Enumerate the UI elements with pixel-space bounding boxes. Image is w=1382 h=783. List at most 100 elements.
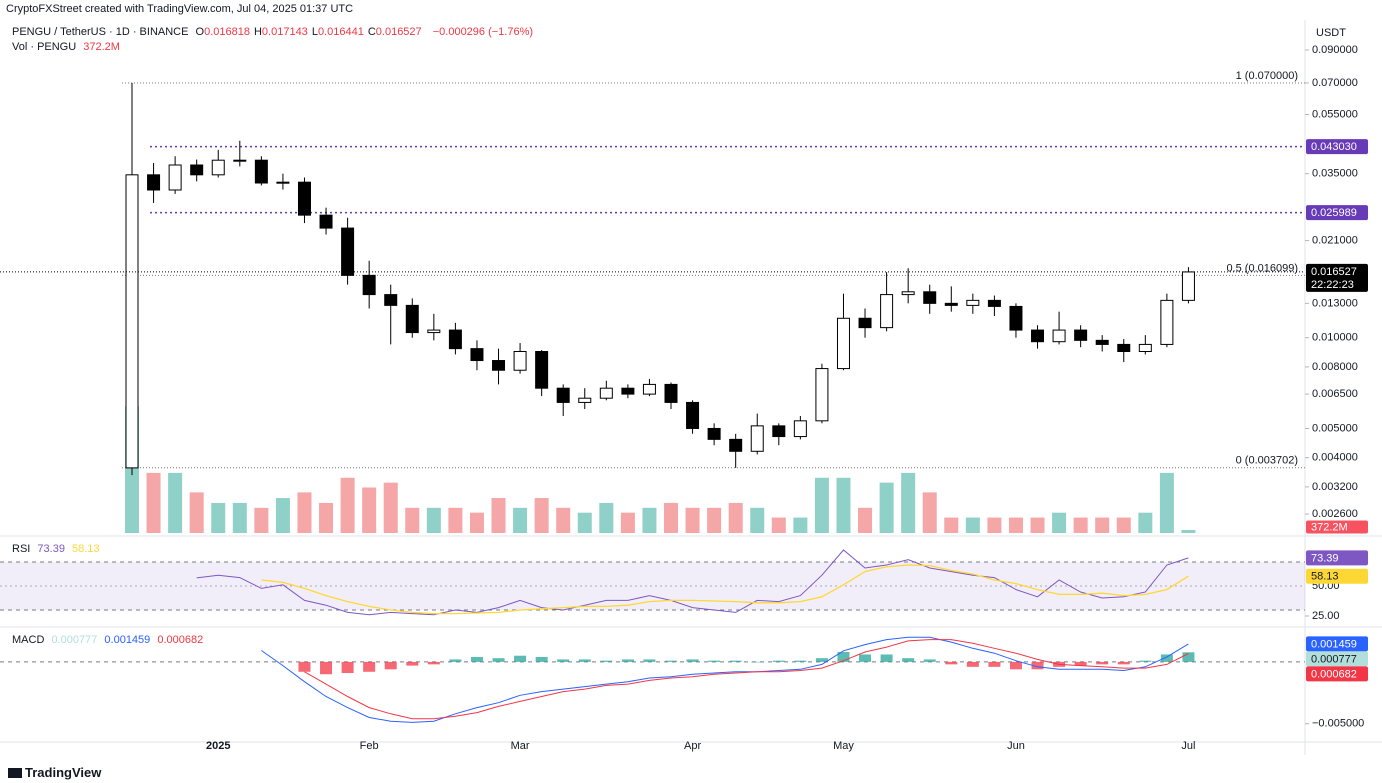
y-tick-label: 0.070000 (1312, 77, 1358, 89)
volume-bar (901, 472, 916, 533)
candle-body (772, 425, 786, 438)
y-tick-label: −0.005000 (1312, 718, 1364, 730)
macd-histogram-bar (514, 655, 527, 662)
macd-value-label-box (1306, 651, 1368, 667)
volume-bar (642, 507, 657, 533)
volume-bar (814, 477, 829, 533)
candle-body (966, 299, 980, 306)
fib-label: 0 (0.003702) (1236, 455, 1298, 467)
rsi-value: 73.39 (37, 543, 65, 555)
volume-bar (771, 517, 786, 533)
macd-histogram-bar (384, 661, 397, 670)
macd-value-label: 0.000682 (1311, 668, 1357, 680)
candle-body (254, 159, 268, 184)
volume-bar (577, 512, 592, 533)
candle-body (319, 214, 333, 229)
macd-histogram-bar (945, 661, 958, 665)
symbol: PENGU / TetherUS · 1D · BINANCE (12, 26, 189, 38)
volume-bar (232, 502, 247, 533)
volume-bar (620, 512, 635, 533)
macd-histogram-bar (341, 661, 354, 674)
macd-histogram-bar (1182, 652, 1195, 662)
macd-value: 0.001459 (104, 634, 151, 646)
y-tick-label: 0.004000 (1312, 452, 1358, 464)
volume-bar (362, 487, 377, 533)
ohlc-key: C (367, 26, 376, 38)
y-tick-label: 0.021000 (1312, 234, 1358, 246)
change: −0.000296 (−1.76%) (432, 26, 534, 38)
rsi-value-label: 73.39 (1311, 552, 1339, 564)
candle-body (944, 302, 958, 306)
macd-histogram-bar (621, 659, 634, 662)
rsi-value-label-box (1306, 550, 1368, 566)
macd-histogram-bar (1031, 661, 1044, 670)
volume-bar (297, 492, 312, 533)
macd-value-label: 0.000777 (1311, 653, 1357, 665)
candle-body (362, 274, 376, 296)
macd-histogram-bar (966, 661, 979, 667)
volume-bar (319, 502, 334, 533)
last-price-box (1306, 263, 1368, 292)
candle-body (125, 174, 139, 469)
volume-name: Vol · PENGU (12, 41, 77, 53)
volume-bar (254, 507, 269, 533)
macd-histogram-bar (923, 659, 936, 662)
macd-histogram-bar (406, 661, 419, 666)
candle-body (1181, 271, 1195, 301)
ohlc-value: 0.016441 (317, 26, 364, 38)
macd-legend: MACD 0.000777 0.001459 0.000682 (12, 634, 207, 646)
candle-body (147, 174, 161, 191)
y-tick-label: 0.003200 (1312, 481, 1358, 493)
volume-bar (879, 482, 894, 533)
volume-bar (340, 477, 355, 533)
y-tick-label: 0.013000 (1312, 297, 1358, 309)
y-tick-label: 0.002600 (1312, 508, 1358, 520)
volume-value: 372.2M (83, 41, 120, 53)
volume-bar (513, 507, 528, 533)
candle-body (793, 420, 807, 438)
macd-histogram-bar (815, 658, 828, 662)
macd-histogram-bar (298, 661, 311, 672)
macd-histogram-bar (470, 656, 483, 662)
candle-body (621, 387, 635, 395)
candle-body (405, 304, 419, 334)
y-tick-label: 0.035000 (1312, 168, 1358, 180)
candle-body (707, 427, 721, 440)
volume-bar (750, 507, 765, 533)
candle-body (535, 351, 549, 389)
volume-bar (1030, 517, 1045, 533)
macd-histogram-bar (535, 656, 548, 662)
ohlc-value: 0.016818 (204, 26, 250, 38)
volume-bar (469, 512, 484, 533)
brand: TradingView (8, 765, 105, 780)
macd-histogram-bar (557, 659, 570, 662)
candle-body (1117, 343, 1131, 353)
candle-body (1031, 329, 1045, 343)
brand-logo (8, 768, 22, 778)
macd-histogram-bar (708, 660, 721, 662)
rsi-ma-value: 58.13 (72, 543, 100, 555)
volume-bar (685, 507, 700, 533)
macd-histogram-bar (665, 660, 677, 662)
candle-body (750, 425, 764, 452)
macd-histogram-bar (1096, 661, 1109, 665)
volume-bar (1159, 472, 1174, 533)
x-tick-label: Jul (1181, 740, 1195, 752)
macd-value-label: 0.001459 (1311, 638, 1357, 650)
macd-histogram-bar (880, 654, 893, 662)
candle-body (599, 387, 613, 399)
volume-bar (836, 477, 851, 533)
credit: CryptoFXStreet created with TradingView.… (6, 3, 354, 15)
y-tick-label: 0.008000 (1312, 361, 1358, 373)
volume-bar (1116, 517, 1131, 533)
macd-hist-value: 0.000777 (51, 634, 98, 646)
volume-bar (383, 482, 398, 533)
candle-body (858, 317, 872, 329)
y-tick-label: 0.006500 (1312, 388, 1358, 400)
candle-body (276, 181, 290, 184)
candle-body (901, 291, 915, 296)
volume-label: 372.2M (1311, 521, 1348, 533)
candle-body (492, 360, 506, 371)
macd-histogram-bar (751, 661, 764, 663)
